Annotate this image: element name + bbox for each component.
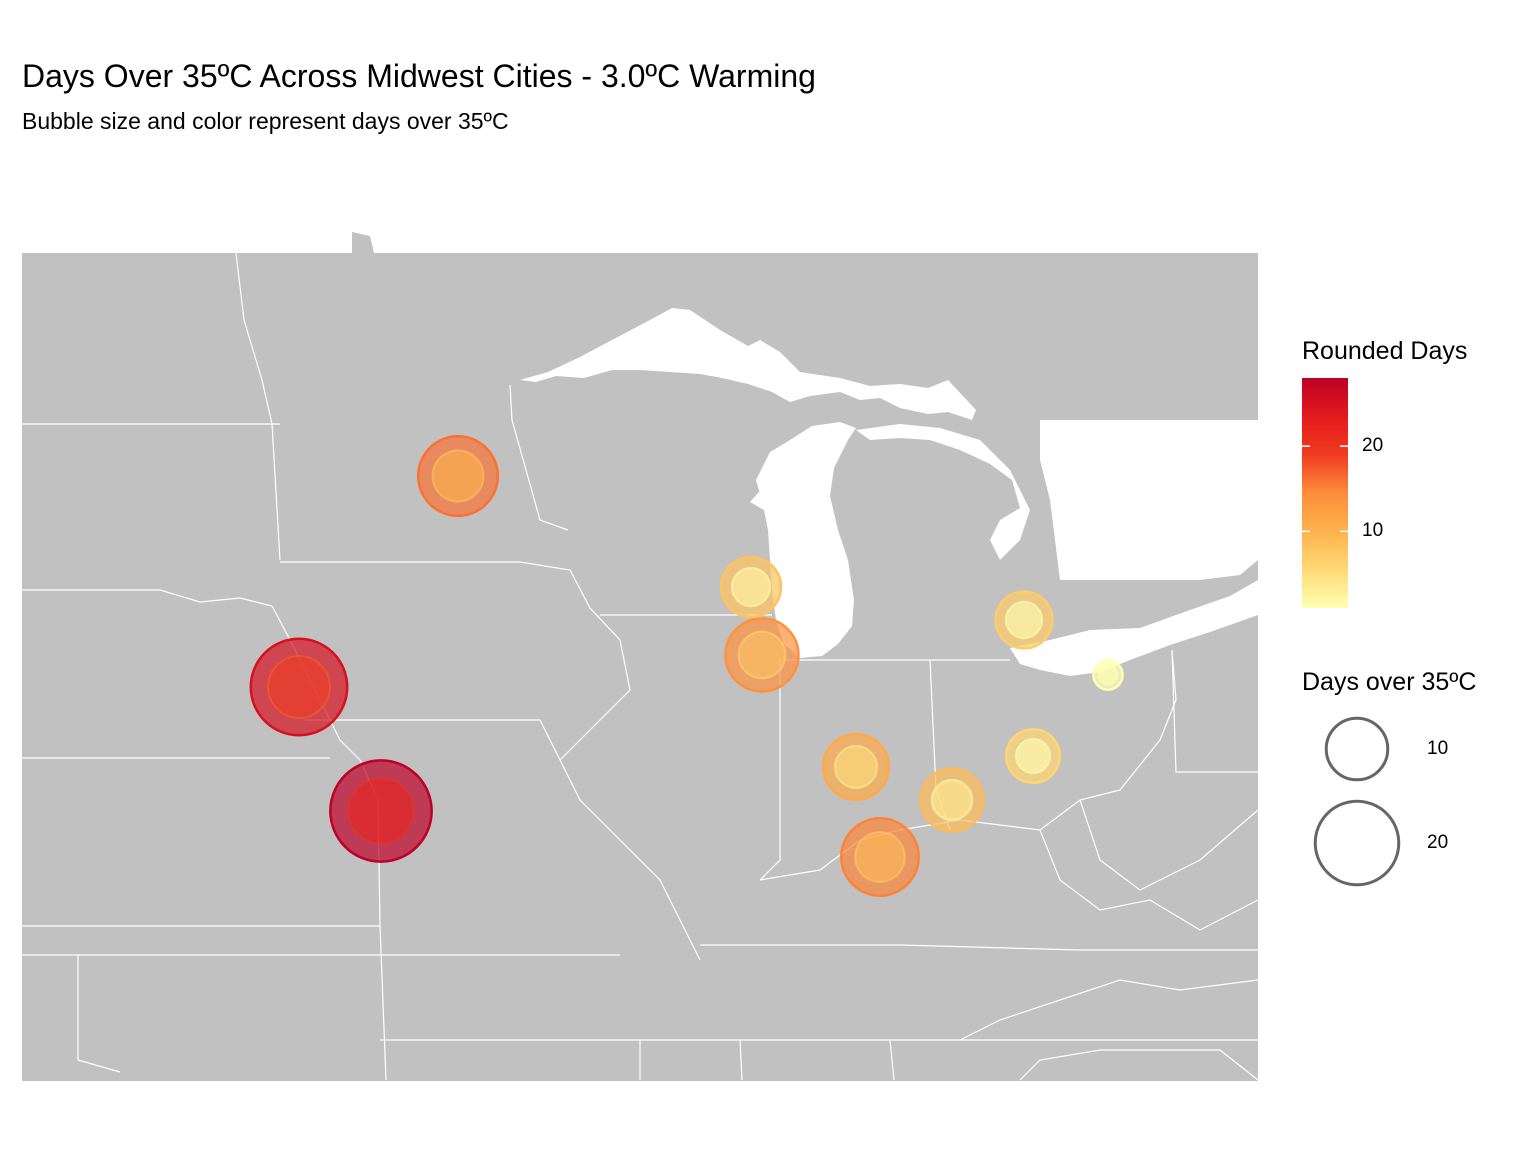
state-border	[1079, 799, 1259, 891]
city-bubble-core-columbus	[1014, 737, 1052, 775]
state-border	[759, 658, 781, 881]
state-border	[889, 1039, 895, 1081]
city-bubble-core-louisville	[854, 831, 906, 883]
state-border	[559, 639, 631, 761]
page-subtitle: Bubble size and color represent days ove…	[22, 108, 509, 134]
city-bubble-core-detroit	[1004, 600, 1044, 640]
page-title: Days Over 35ºC Across Midwest Cities - 3…	[22, 58, 816, 94]
basemap	[22, 232, 1259, 1081]
state-border	[959, 979, 1259, 1041]
state-border	[1039, 829, 1259, 931]
color-legend-title: Rounded Days	[1302, 337, 1468, 365]
size-legend-key-circle	[1324, 716, 1390, 782]
city-bubble-core-cleveland	[1097, 664, 1119, 686]
state-border	[235, 252, 281, 561]
size-legend-title: Days over 35ºC	[1302, 668, 1477, 696]
city-bubble-core-duluth	[431, 449, 485, 503]
color-legend-tick-label: 10	[1362, 520, 1384, 542]
city-bubble-core-chicago	[737, 630, 787, 680]
size-legend-key-circle	[1313, 799, 1401, 887]
state-border	[700, 944, 1258, 951]
city-bubble-core-milwaukee	[730, 566, 772, 608]
lake-superior	[520, 308, 976, 420]
lake-erie	[1010, 580, 1258, 676]
size-legend-label: 10	[1427, 738, 1449, 759]
state-border	[77, 955, 121, 1073]
state-border	[1019, 1049, 1259, 1081]
water-bodies	[520, 308, 1258, 676]
size-legend-keys	[1313, 716, 1401, 887]
minnesota-arrowhead	[352, 232, 672, 485]
state-border	[739, 1039, 743, 1081]
city-bubbles	[249, 434, 1124, 897]
color-bar	[1302, 378, 1348, 608]
city-bubble-core-kansas-city	[347, 777, 415, 845]
city-bubble-core-omaha	[267, 655, 331, 719]
color-bar-ticks	[1302, 445, 1348, 533]
lake-huron	[856, 424, 1030, 560]
state-border	[22, 589, 273, 607]
lake-huron-east	[1040, 420, 1258, 580]
city-bubble-core-cincinnati	[930, 778, 974, 822]
green-bay	[750, 450, 812, 510]
color-legend-tick-label: 20	[1362, 435, 1384, 457]
size-legend-label: 20	[1427, 832, 1449, 853]
state-border	[280, 561, 621, 641]
city-bubble-core-indianapolis	[834, 745, 878, 789]
state-border	[1171, 649, 1258, 773]
state-border	[305, 719, 701, 961]
state-border	[509, 384, 569, 531]
